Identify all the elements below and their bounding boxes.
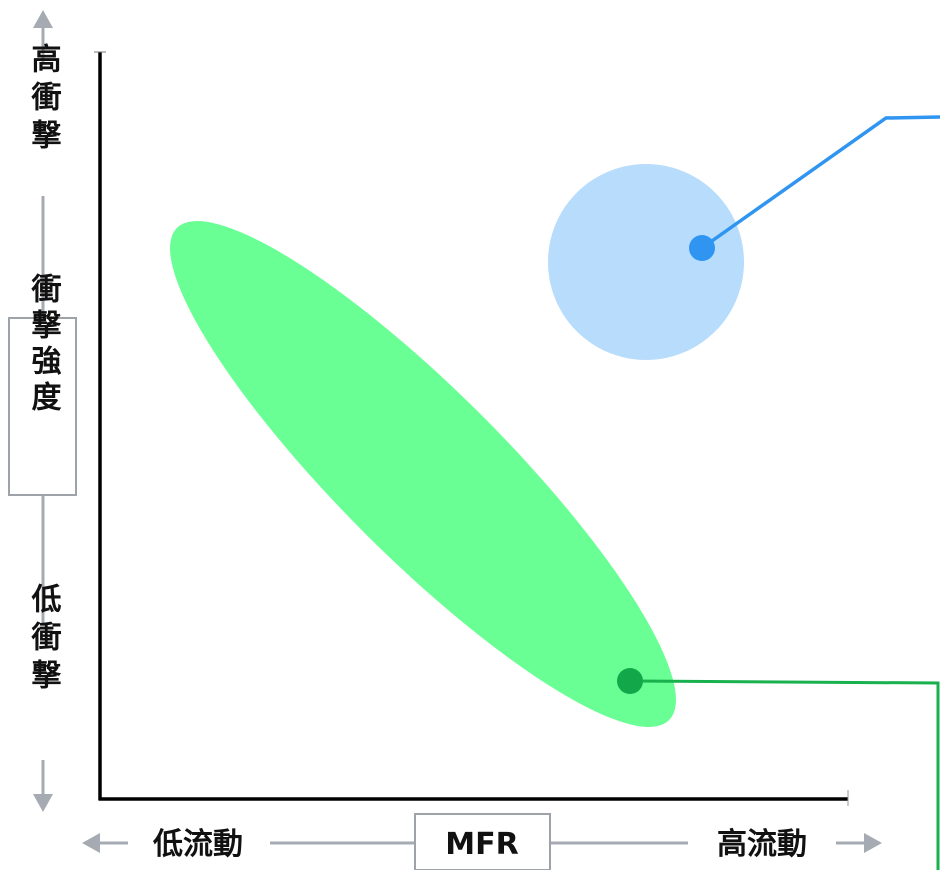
y-axis-bottom-label: 低衝撃: [26, 583, 63, 697]
y-axis-guide: 高衝撃 衝撃強度 低衝撃: [8, 10, 77, 812]
y-arrow-down-icon: [33, 794, 53, 812]
green-leader-line: [629, 679, 940, 870]
y-axis-title: 衝撃強度: [26, 273, 63, 417]
y-arrow-up-icon: [33, 10, 53, 28]
plot-axes: [94, 51, 849, 806]
x-arrow-right-icon: [864, 833, 882, 853]
green-region: [170, 221, 676, 727]
x-axis-title: MFR: [445, 827, 518, 862]
blue-region: [548, 164, 744, 360]
x-arrow-left-icon: [82, 833, 100, 853]
y-axis-top-label: 高衝撃: [26, 43, 63, 157]
y-axis-title-box: [8, 317, 77, 496]
x-axis-title-box: [414, 813, 551, 870]
x-axis-left-label: 低流動: [152, 827, 243, 862]
blue-marker: [689, 235, 715, 261]
green-region-group: [170, 221, 940, 870]
blue-region-group: [548, 115, 940, 360]
green-marker: [617, 668, 643, 694]
blue-leader-line: [700, 115, 940, 250]
x-axis-right-label: 高流動: [717, 827, 807, 862]
x-axis-guide: 低流動 MFR 高流動: [82, 813, 882, 870]
